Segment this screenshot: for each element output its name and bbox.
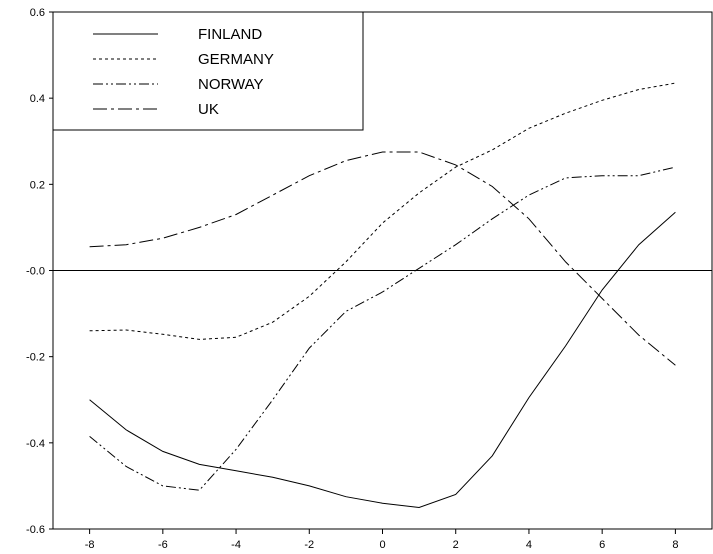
x-tick-label: 6 [599,539,605,551]
legend-label-finland: FINLAND [198,26,262,43]
y-tick-label: 0.4 [30,93,45,105]
x-tick-label: 2 [453,539,459,551]
ticks-layer: -0.6 -0.4 -0.2 -0.0 0.2 0.4 0.6 -8 -6 -4 -2 0 2 4 6 8 [26,7,712,551]
x-tick-label: -4 [231,539,241,551]
series-line-uk [89,151,676,366]
y-tick-label: 0.6 [30,7,45,19]
y-tick-label: 0.2 [30,179,45,191]
x-tick-label: 4 [526,539,532,551]
y-tick-label: -0.4 [26,438,45,450]
series-line-finland [89,211,676,509]
y-tick-label: -0.6 [26,524,45,536]
series-layer [89,82,676,509]
series-line-germany [89,82,676,340]
x-tick-label: 0 [379,539,385,551]
x-tick-label: 8 [672,539,678,551]
x-tick-label: -6 [158,539,168,551]
series-line-norway [89,166,676,491]
y-tick-label: -0.2 [26,352,45,364]
x-tick-label: -8 [85,539,95,551]
y-tick-label: -0.0 [26,266,45,278]
x-tick-label: -2 [304,539,314,551]
legend-label-norway: NORWAY [198,76,264,93]
legend-label-germany: GERMANY [198,51,274,68]
legend: FINLAND GERMANY NORWAY UK [52,11,364,131]
legend-box [52,11,364,131]
legend-label-uk: UK [198,101,219,118]
